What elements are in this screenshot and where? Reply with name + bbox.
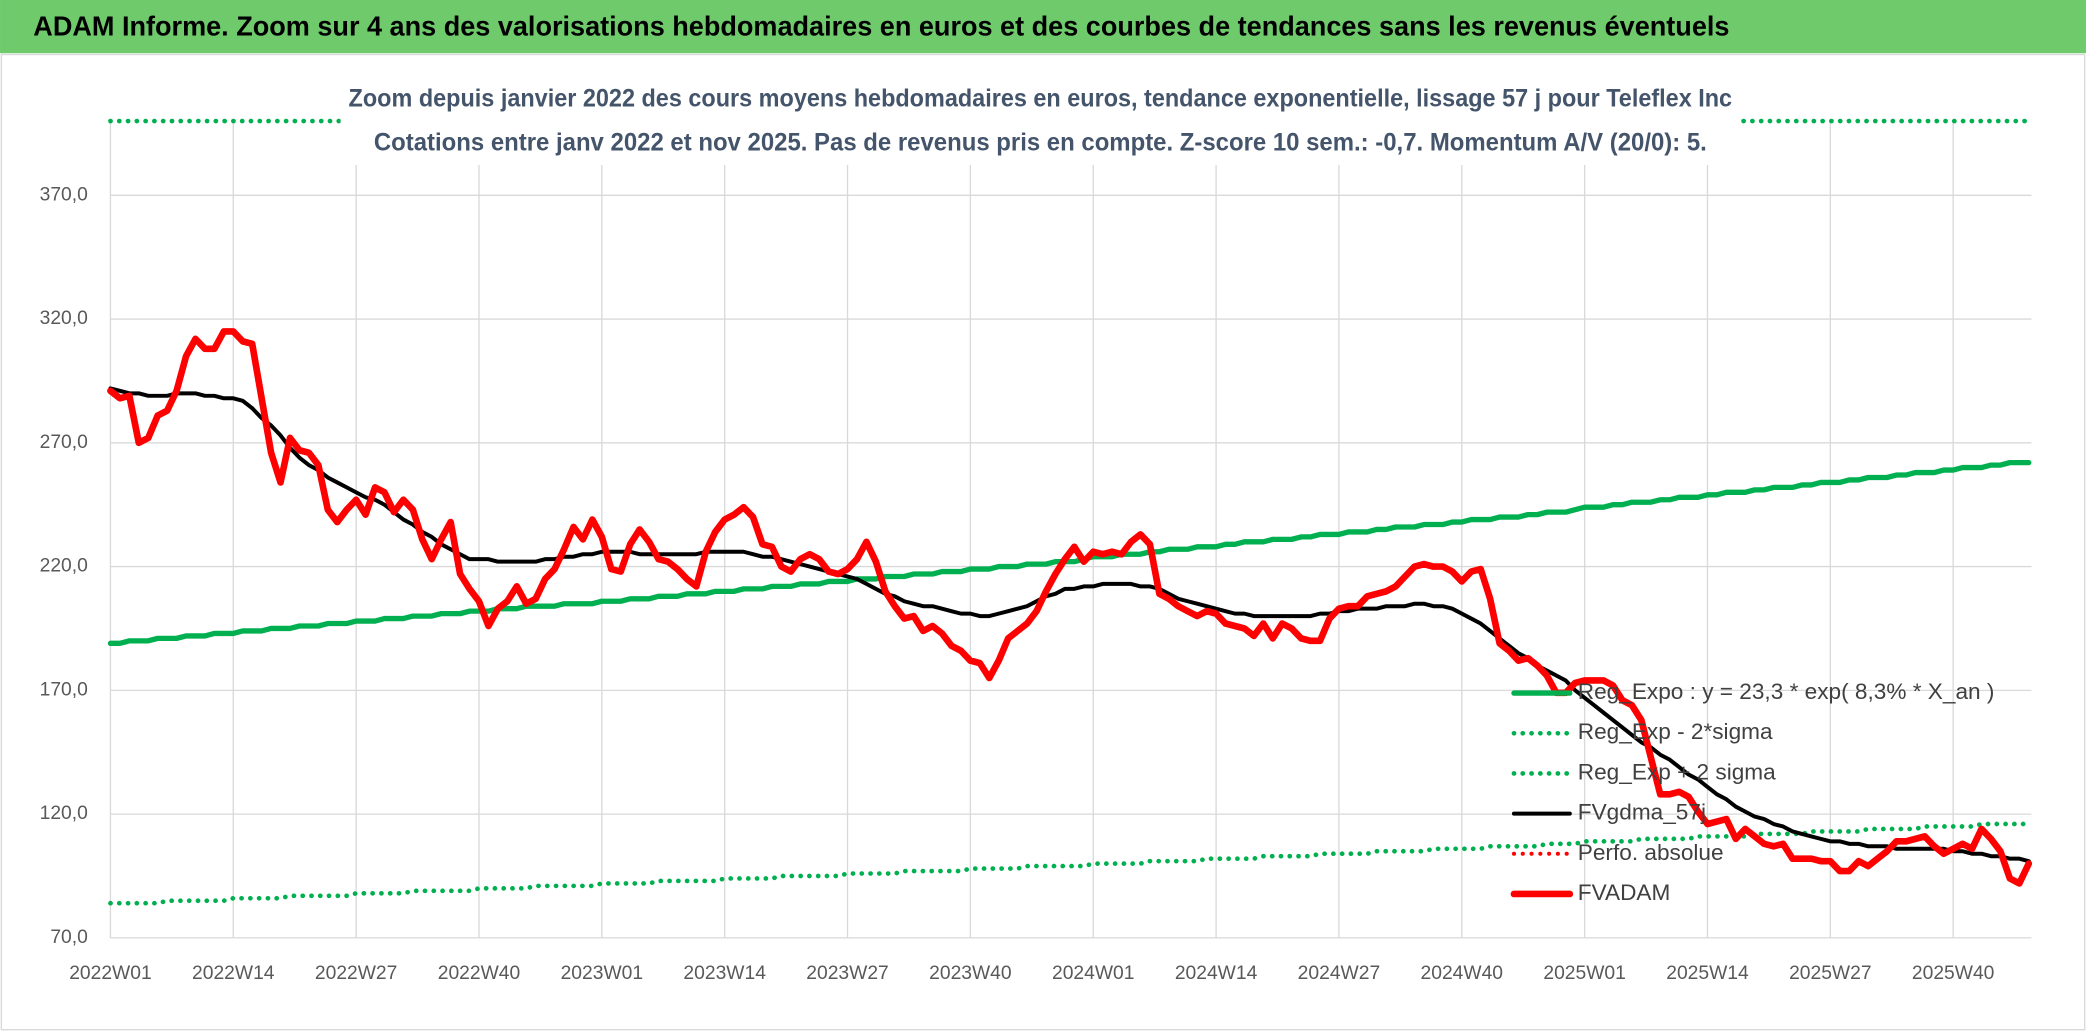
series-line <box>108 386 2031 864</box>
header-band <box>0 0 2086 54</box>
series-line <box>107 328 2033 887</box>
chart-subtitle: Cotations entre janv 2022 et nov 2025. P… <box>374 128 1707 156</box>
x-tick-label: 2025W40 <box>1912 963 1994 984</box>
chart-title: ADAM Informe. Zoom sur 4 ans des valoris… <box>33 10 1729 41</box>
x-tick-label: 2022W14 <box>192 963 275 984</box>
y-tick-label: 120,0 <box>40 803 88 824</box>
legend-label: Reg_Exp + 2 sigma <box>1578 759 1776 784</box>
x-tick-label: 2025W01 <box>1543 963 1625 984</box>
plot-area: 70,0 120,0 170,0 220,0 270,0 320,0 370,0 2022W0… <box>40 118 2033 984</box>
x-tick-label: 2024W40 <box>1421 963 1503 984</box>
x-tick-label: 2022W01 <box>69 963 151 984</box>
legend: Reg_Expo : y = 23,3 * exp( 8,3% * X_an )… <box>1510 679 1995 905</box>
legend-label: Reg_Expo : y = 23,3 * exp( 8,3% * X_an ) <box>1578 679 1995 704</box>
x-tick-label: 2024W27 <box>1298 963 1380 984</box>
legend-label: FVgdma_57j <box>1578 800 1706 825</box>
y-tick-label: 270,0 <box>40 432 88 453</box>
series-line <box>108 821 2032 906</box>
legend-label: Perfo. absolue <box>1578 840 1724 865</box>
y-tick-label: 320,0 <box>40 308 88 329</box>
subtitle-background <box>340 77 1741 165</box>
chart-subtitle: Zoom depuis janvier 2022 des cours moyen… <box>349 84 1733 112</box>
y-tick-label: 70,0 <box>50 927 87 948</box>
x-tick-label: 2023W40 <box>929 963 1011 984</box>
chart-frame <box>0 53 2086 1031</box>
x-tick-label: 2022W40 <box>438 963 520 984</box>
y-tick-label: 220,0 <box>40 556 88 577</box>
x-tick-label: 2023W27 <box>806 963 888 984</box>
x-tick-label: 2022W27 <box>315 963 397 984</box>
y-tick-label: 170,0 <box>40 679 88 700</box>
legend-label: Reg_Exp - 2*sigma <box>1578 719 1773 744</box>
x-tick-label: 2024W01 <box>1052 963 1134 984</box>
x-tick-label: 2024W14 <box>1175 963 1258 984</box>
x-tick-label: 2025W14 <box>1666 963 1749 984</box>
y-tick-label: 370,0 <box>40 184 88 205</box>
legend-label: FVADAM <box>1578 880 1671 905</box>
x-tick-label: 2025W27 <box>1789 963 1871 984</box>
series-line <box>107 459 2032 646</box>
x-tick-label: 2023W01 <box>561 963 643 984</box>
x-tick-label: 2023W14 <box>683 963 766 984</box>
